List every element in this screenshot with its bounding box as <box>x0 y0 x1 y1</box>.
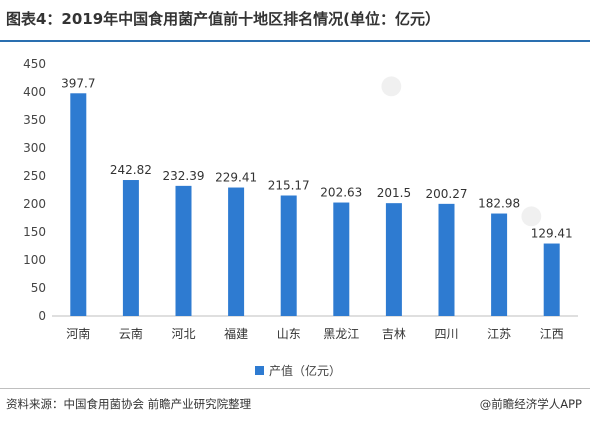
data-label: 229.41 <box>215 171 257 185</box>
bar-山东 <box>280 195 297 316</box>
brand-credit: @前瞻经济学人APP <box>479 397 582 411</box>
footer-divider <box>0 388 590 389</box>
data-label: 200.27 <box>426 187 468 201</box>
y-tick-label: 350 <box>23 113 46 127</box>
data-label: 129.41 <box>531 227 573 241</box>
x-tick-label: 江苏 <box>487 327 511 341</box>
bar-吉林 <box>385 203 402 316</box>
bar-河北 <box>175 185 192 316</box>
x-tick-label: 吉林 <box>382 327 406 341</box>
bar-河南 <box>70 93 87 317</box>
y-tick-label: 250 <box>23 169 46 183</box>
data-label: 242.82 <box>110 163 152 177</box>
x-tick-label: 河南 <box>66 326 90 341</box>
footer: 资料来源：中国食用菌协会 前瞻产业研究院整理 @前瞻经济学人APP <box>0 388 590 425</box>
x-tick-label: 云南 <box>119 326 143 341</box>
bar-江西 <box>543 243 560 316</box>
data-label: 182.98 <box>478 197 520 211</box>
x-tick-label: 河北 <box>171 327 195 341</box>
chart-title: 图表4：2019年中国食用菌产值前十地区排名情况(单位：亿元） <box>6 10 441 28</box>
source-note: 资料来源：中国食用菌协会 前瞻产业研究院整理 <box>6 397 252 411</box>
y-tick-label: 200 <box>23 197 46 211</box>
y-tick-label: 0 <box>38 309 46 323</box>
y-tick-label: 50 <box>31 281 46 295</box>
legend-label: 产值（亿元） <box>269 364 342 378</box>
bar-黑龙江 <box>333 202 350 316</box>
data-label: 201.5 <box>377 186 411 200</box>
data-label: 397.7 <box>61 76 95 90</box>
bar-四川 <box>438 203 455 316</box>
title-divider <box>0 40 590 42</box>
y-tick-label: 450 <box>23 57 46 71</box>
y-tick-label: 300 <box>23 141 46 155</box>
x-tick-label: 江西 <box>540 327 564 341</box>
x-tick-label: 福建 <box>224 326 248 341</box>
y-tick-label: 400 <box>23 85 46 99</box>
bar-江苏 <box>491 213 508 316</box>
x-tick-label: 四川 <box>434 327 458 341</box>
bar-福建 <box>228 187 245 316</box>
y-tick-label: 100 <box>23 253 46 267</box>
x-tick-label: 山东 <box>277 327 301 341</box>
legend-swatch <box>255 366 264 375</box>
data-label: 215.17 <box>268 179 310 193</box>
data-label: 202.63 <box>320 186 362 200</box>
data-label: 232.39 <box>163 169 205 183</box>
bar-云南 <box>122 180 139 316</box>
legend: 产值（亿元） <box>255 362 341 379</box>
y-tick-label: 150 <box>23 225 46 239</box>
x-tick-label: 黑龙江 <box>323 327 359 341</box>
